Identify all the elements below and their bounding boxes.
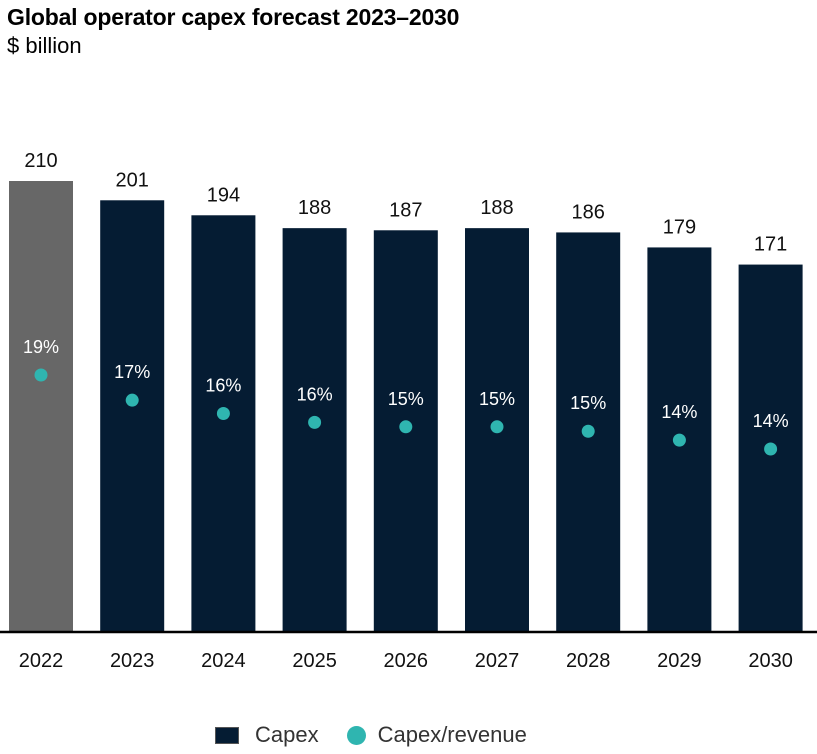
x-tick-label: 2023	[110, 650, 155, 672]
capex-value-label: 179	[663, 216, 696, 238]
x-tick-label: 2029	[657, 650, 702, 672]
legend-capex-swatch	[215, 726, 239, 744]
capex-revenue-dot	[125, 393, 139, 407]
capex-revenue-dot	[672, 433, 686, 447]
capex-revenue-label: 15%	[570, 393, 606, 413]
capex-revenue-label: 14%	[661, 402, 697, 422]
capex-value-label: 210	[24, 150, 57, 172]
legend-capex-revenue-swatch	[346, 725, 366, 745]
capex-bar	[9, 181, 73, 631]
capex-value-label: 188	[298, 197, 331, 219]
x-tick-label: 2024	[201, 650, 246, 672]
capex-revenue-label: 16%	[205, 375, 241, 395]
x-tick-label: 2027	[475, 650, 520, 672]
legend-capex-label: Capex	[255, 722, 319, 747]
capex-revenue-label: 16%	[297, 384, 333, 404]
capex-revenue-dot	[764, 442, 778, 456]
chart-subtitle: $ billion	[7, 33, 82, 58]
x-tick-label: 2022	[19, 650, 64, 672]
capex-value-label: 194	[207, 184, 240, 206]
capex-bar	[100, 200, 165, 632]
capex-value-label: 187	[389, 199, 422, 221]
capex-revenue-dot	[308, 415, 322, 429]
capex-value-label: 171	[754, 234, 787, 256]
capex-bar	[282, 228, 347, 631]
x-tick-label: 2025	[292, 650, 337, 672]
x-tick-label: 2028	[566, 650, 611, 672]
capex-value-label: 186	[572, 201, 605, 223]
capex-revenue-label: 19%	[23, 337, 59, 357]
chart-legend: Capex Capex/revenue	[215, 722, 527, 748]
capex-revenue-dot	[216, 406, 230, 420]
capex-revenue-label: 15%	[388, 389, 424, 409]
capex-bar	[191, 215, 256, 632]
chart-title: Global operator capex forecast 2023–2030	[7, 4, 460, 30]
capex-revenue-dot	[34, 368, 48, 382]
capex-revenue-label: 15%	[479, 389, 515, 409]
capex-revenue-dot	[490, 420, 504, 434]
capex-value-label: 201	[116, 169, 149, 191]
legend-capex-revenue-label: Capex/revenue	[377, 722, 527, 747]
capex-revenue-dot	[399, 420, 413, 434]
capex-revenue-label: 14%	[753, 411, 789, 431]
capex-revenue-label: 17%	[114, 362, 150, 382]
capex-value-label: 188	[480, 197, 513, 219]
x-tick-label: 2026	[384, 650, 429, 672]
capex-revenue-dot	[581, 424, 595, 438]
x-tick-label: 2030	[748, 650, 793, 672]
